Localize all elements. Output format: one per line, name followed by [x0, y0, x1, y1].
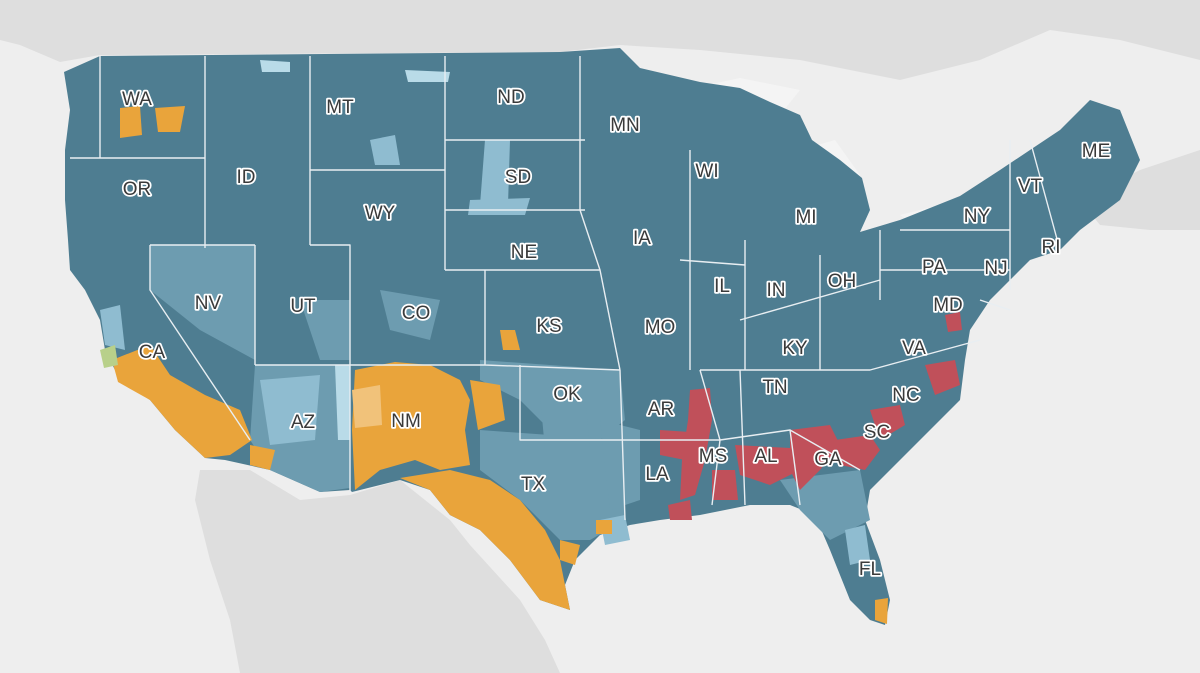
state-label: IN	[767, 280, 786, 301]
state-label: NV	[195, 293, 222, 314]
state-label: GA	[814, 449, 842, 470]
state-label: SC	[864, 422, 890, 443]
state-label: NE	[511, 242, 537, 263]
state-label: SD	[505, 167, 531, 188]
state-label: ID	[237, 167, 256, 188]
state-label: CO	[402, 303, 431, 324]
state-label: VT	[1018, 176, 1043, 197]
state-label: VA	[902, 338, 926, 359]
state-label: MT	[326, 97, 354, 118]
state-label: LA	[645, 464, 669, 485]
state-label: WI	[695, 161, 718, 182]
state-label: ND	[497, 87, 524, 108]
state-label: RI	[1042, 237, 1061, 258]
state-label: OK	[553, 384, 581, 405]
state-label: AL	[754, 446, 777, 467]
state-labels: WA OR CA NV ID MT WY UT AZ CO NM ND SD N…	[120, 85, 1112, 582]
state-label: MS	[699, 446, 728, 467]
state-label: WA	[122, 89, 152, 110]
state-label: ME	[1082, 141, 1111, 162]
state-label: CA	[139, 342, 166, 363]
state-label: NJ	[984, 258, 1007, 279]
state-label: MI	[795, 207, 816, 228]
state-label: UT	[290, 296, 316, 317]
state-label: MN	[610, 115, 640, 136]
state-label: IA	[633, 228, 651, 249]
state-label: TN	[762, 377, 787, 398]
state-label: PA	[922, 257, 946, 278]
state-label: KY	[782, 338, 808, 359]
state-label: IL	[714, 276, 730, 297]
state-label: FL	[859, 559, 881, 580]
state-label: MD	[933, 295, 963, 316]
state-label: NY	[964, 206, 991, 227]
state-label: AR	[648, 399, 674, 420]
state-label: WY	[365, 203, 396, 224]
state-label: NC	[892, 385, 919, 406]
state-label: NM	[391, 411, 421, 432]
state-label: OR	[123, 179, 152, 200]
lighter-county-patches	[100, 60, 870, 565]
red-county-patches	[660, 312, 962, 520]
state-label: TX	[521, 474, 546, 495]
state-borders	[70, 56, 1061, 521]
orange-county-patches	[100, 106, 888, 624]
state-label: KS	[536, 316, 561, 337]
state-label: OH	[828, 271, 857, 292]
state-label: MO	[645, 317, 676, 338]
state-label: AZ	[291, 412, 316, 433]
